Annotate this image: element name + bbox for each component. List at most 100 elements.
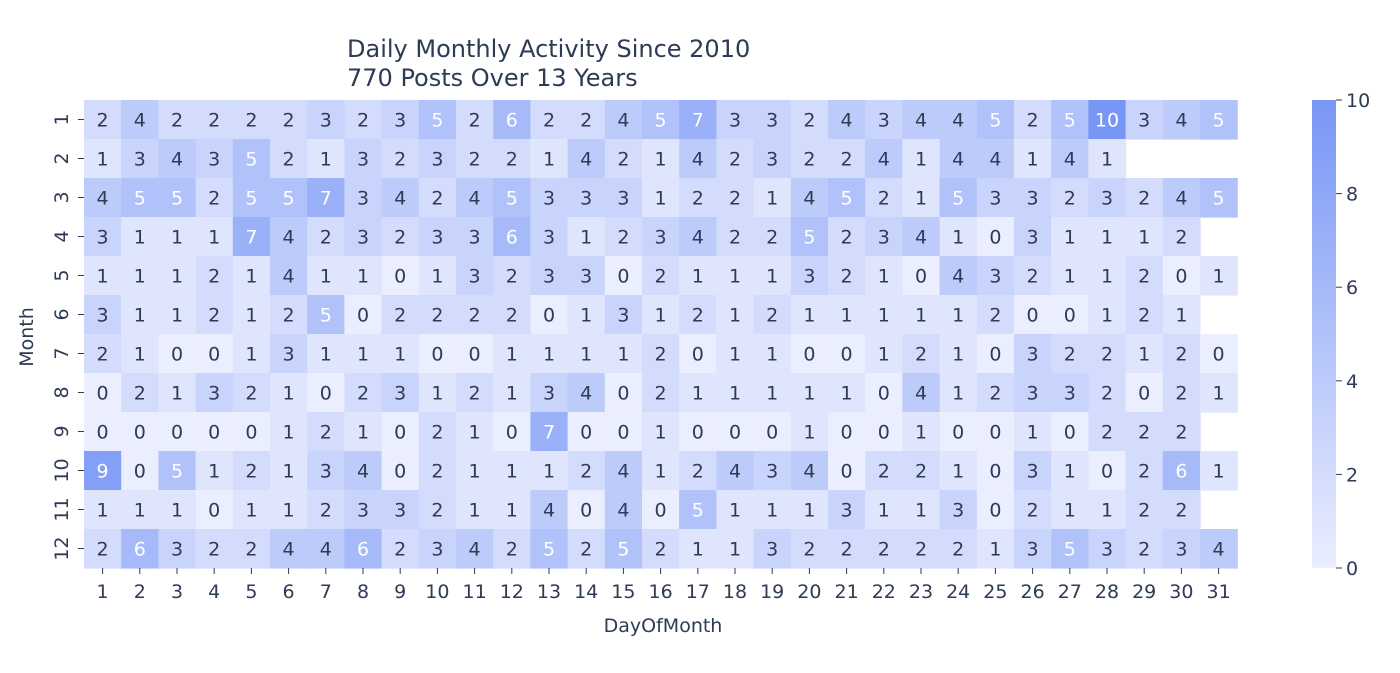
- cell-value-label: 2: [208, 188, 220, 210]
- cell-value-label: 3: [989, 188, 1001, 210]
- cell-value-label: 3: [989, 266, 1001, 288]
- cell-value-label: 1: [171, 500, 183, 522]
- cell-value-label: 2: [692, 188, 704, 210]
- heatmap-cell: [716, 451, 755, 491]
- heatmap-cell: [716, 256, 755, 296]
- heatmap-cell: [418, 139, 457, 179]
- heatmap-cell: [418, 256, 457, 296]
- cell-value-label: 1: [915, 305, 927, 327]
- cell-value-label: 1: [803, 500, 815, 522]
- cell-value-label: 1: [692, 266, 704, 288]
- cell-value-label: 0: [394, 266, 406, 288]
- x-tick-label: 5: [245, 581, 257, 603]
- cell-value-label: 2: [394, 539, 406, 561]
- heatmap-cell: [939, 451, 978, 491]
- heatmap-cell: [1051, 217, 1089, 257]
- cell-value-label: 1: [841, 383, 853, 405]
- x-tick-label: 19: [760, 581, 784, 603]
- cell-value-label: 4: [1175, 110, 1187, 132]
- cell-value-label: 2: [878, 188, 890, 210]
- cell-value-label: 1: [283, 383, 295, 405]
- cell-value-label: 0: [1064, 422, 1076, 444]
- heatmap-cell: [530, 100, 569, 140]
- heatmap-cell: [828, 178, 866, 218]
- cell-value-label: 4: [915, 110, 927, 132]
- x-tick-label: 29: [1132, 581, 1156, 603]
- heatmap-cell: [679, 100, 717, 140]
- heatmap-cell: [307, 178, 345, 218]
- cell-value-label: 2: [655, 383, 667, 405]
- cell-value-label: 5: [952, 188, 964, 210]
- heatmap-cell: [493, 451, 531, 491]
- heatmap-cell: [456, 373, 494, 413]
- heatmap-cell: [902, 529, 941, 569]
- y-tick-label: 9: [51, 425, 73, 437]
- cell-value-label: 4: [320, 539, 332, 561]
- heatmap-cell: [84, 178, 122, 218]
- cell-value-label: 0: [1213, 344, 1225, 366]
- heatmap-cell: [530, 529, 569, 569]
- cell-value-label: 0: [989, 461, 1001, 483]
- heatmap-cell: [1051, 100, 1089, 140]
- cell-value-label: 3: [469, 266, 481, 288]
- heatmap-cell: [753, 256, 792, 296]
- heatmap-cell: [1088, 334, 1127, 374]
- cell-value-label: 1: [766, 188, 778, 210]
- cell-value-label: 2: [655, 266, 667, 288]
- heatmap-cell: [270, 217, 308, 257]
- cell-value-label: 0: [915, 266, 927, 288]
- heatmap-cell: [642, 373, 680, 413]
- heatmap-cell: [828, 256, 866, 296]
- cell-value-label: 1: [1213, 461, 1225, 483]
- heatmap-cell: [1088, 451, 1127, 491]
- heatmap-cell: [493, 373, 531, 413]
- heatmap-cell: [307, 490, 345, 530]
- cell-value-label: 3: [1027, 383, 1039, 405]
- heatmap-cell: [456, 490, 494, 530]
- heatmap-cell: [753, 100, 792, 140]
- heatmap-cell: [530, 139, 569, 179]
- heatmap-cell: [270, 373, 308, 413]
- heatmap-cell: [158, 334, 197, 374]
- cell-value-label: 5: [506, 188, 518, 210]
- heatmap-cell: [902, 334, 941, 374]
- heatmap-cell: [865, 529, 903, 569]
- heatmap-cell: [1014, 256, 1052, 296]
- colorbar-tick-label: 2: [1346, 464, 1358, 486]
- cell-value-label: 1: [952, 227, 964, 249]
- heatmap-cell: [679, 217, 717, 257]
- heatmap-cell: [865, 490, 903, 530]
- cell-value-label: 3: [394, 383, 406, 405]
- cell-value-label: 2: [208, 266, 220, 288]
- heatmap-cell: [790, 295, 829, 335]
- heatmap-cell: [530, 178, 569, 218]
- cell-value-label: 1: [357, 422, 369, 444]
- cell-value-label: 2: [431, 305, 443, 327]
- heatmap-cell: [567, 217, 606, 257]
- cell-value-label: 4: [1064, 149, 1076, 171]
- heatmap-cell: [1014, 334, 1052, 374]
- cell-value-label: 5: [171, 461, 183, 483]
- heatmap-cell: [158, 178, 197, 218]
- heatmap-cell: [121, 178, 159, 218]
- cell-value-label: 3: [803, 266, 815, 288]
- cell-value-label: 5: [1213, 188, 1225, 210]
- x-tick-label: 2: [134, 581, 146, 603]
- heatmap-cell: [1088, 295, 1127, 335]
- y-tick-label: 10: [51, 458, 73, 482]
- cell-value-label: 1: [766, 266, 778, 288]
- cell-value-label: 5: [245, 188, 257, 210]
- heatmap-cell: [976, 139, 1015, 179]
- heatmap-cell: [567, 100, 606, 140]
- cell-value-label: 4: [952, 110, 964, 132]
- heatmap-cell: [567, 529, 606, 569]
- heatmap-cell: [1014, 412, 1052, 452]
- cell-value-label: 2: [1175, 344, 1187, 366]
- cell-value-label: 2: [580, 539, 592, 561]
- heatmap-cell: [679, 451, 717, 491]
- cell-value-label: 4: [692, 149, 704, 171]
- heatmap-cell: [381, 490, 420, 530]
- cell-value-label: 1: [1101, 305, 1113, 327]
- cell-value-label: 2: [283, 305, 295, 327]
- cell-value-label: 2: [915, 344, 927, 366]
